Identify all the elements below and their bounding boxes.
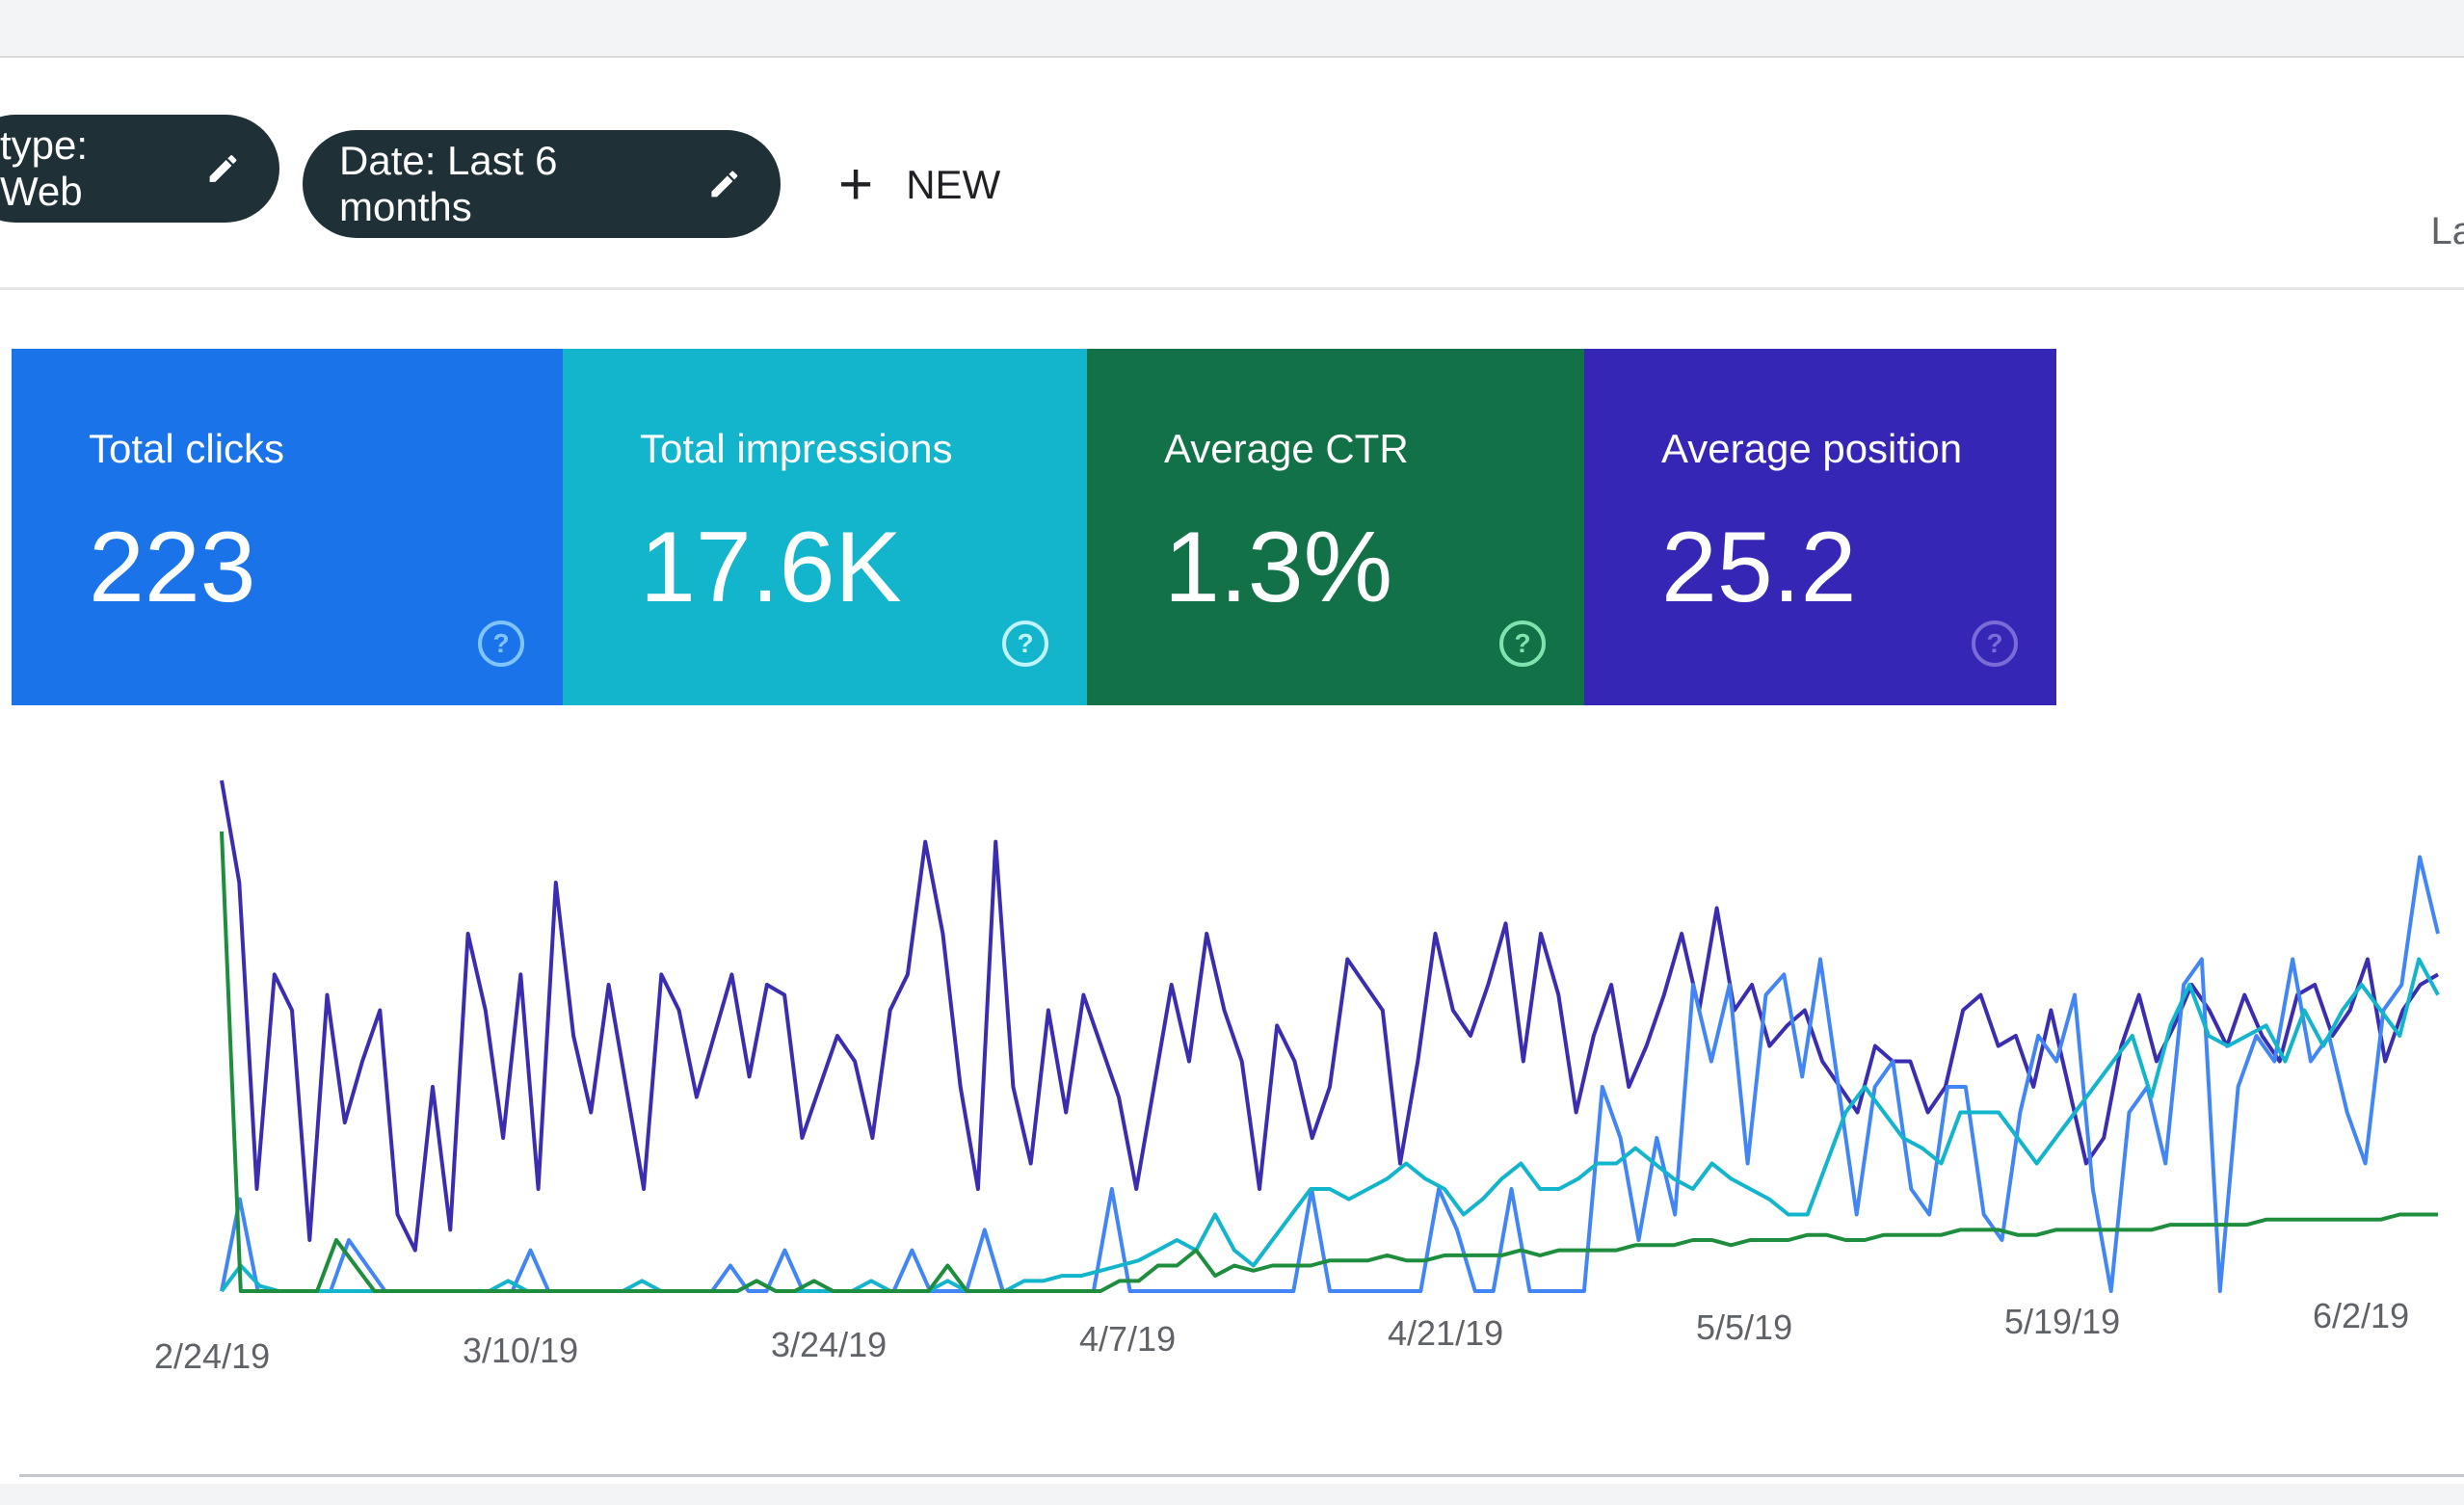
bottom-border [19, 1474, 2464, 1477]
card-value: 17.6K [640, 512, 902, 623]
pencil-icon[interactable] [205, 150, 241, 187]
card-value: 223 [89, 512, 256, 623]
card-label: Average CTR [1164, 426, 1409, 471]
clipped-header-text: La [2430, 210, 2464, 252]
help-circle-icon[interactable]: ? [1972, 620, 2018, 667]
x-tick-label: 4/21/19 [1388, 1313, 1503, 1353]
x-tick-label: 3/10/19 [463, 1331, 578, 1370]
search-type-filter-label: type: Web [0, 122, 89, 214]
card-label: Total clicks [89, 426, 285, 471]
series-line-0 [220, 779, 2440, 1253]
x-tick-label: 2/24/19 [154, 1336, 270, 1376]
series-line-3 [220, 831, 2438, 1293]
x-tick-label: 3/24/19 [771, 1325, 887, 1364]
new-filter-label: NEW [906, 162, 1001, 207]
chart-series-group [220, 779, 2440, 1293]
x-tick-label: 5/19/19 [2004, 1302, 2120, 1341]
performance-chart[interactable]: 2/24/19 3/10/19 3/24/19 4/7/19 4/21/19 5/5/19… [0, 752, 2464, 1407]
card-value: 1.3% [1164, 512, 1393, 623]
help-circle-icon[interactable]: ? [478, 620, 524, 667]
card-value: 25.2 [1661, 512, 1857, 623]
filter-divider [0, 287, 2464, 290]
plus-icon: + [838, 151, 874, 218]
date-filter-label: Date: Last 6 months [339, 138, 558, 229]
average-ctr-card[interactable]: Average CTR 1.3% ? [1087, 349, 1584, 705]
help-circle-icon[interactable]: ? [1002, 620, 1048, 667]
x-tick-label: 5/5/19 [1696, 1307, 1792, 1347]
help-circle-icon[interactable]: ? [1499, 620, 1546, 667]
total-clicks-card[interactable]: Total clicks 223 ? [12, 349, 563, 705]
metric-cards: Total clicks 223 ? Total impressions 17.… [12, 349, 2056, 705]
date-filter-chip[interactable]: Date: Last 6 months [303, 130, 781, 238]
card-label: Total impressions [640, 426, 953, 471]
average-position-card[interactable]: Average position 25.2 ? [1584, 349, 2056, 705]
total-impressions-card[interactable]: Total impressions 17.6K ? [563, 349, 1087, 705]
x-tick-label: 6/2/19 [2313, 1296, 2409, 1335]
card-label: Average position [1661, 426, 1963, 471]
new-filter-button[interactable]: + NEW [838, 155, 1000, 215]
filter-bar: type: Web Date: Last 6 months + NEW [0, 111, 2464, 238]
search-type-filter-chip[interactable]: type: Web [0, 115, 279, 223]
x-tick-label: 4/7/19 [1079, 1319, 1176, 1359]
x-axis-ticks: 2/24/19 3/10/19 3/24/19 4/7/19 4/21/19 5/5/19… [154, 1296, 2409, 1376]
pencil-icon[interactable] [707, 166, 742, 202]
